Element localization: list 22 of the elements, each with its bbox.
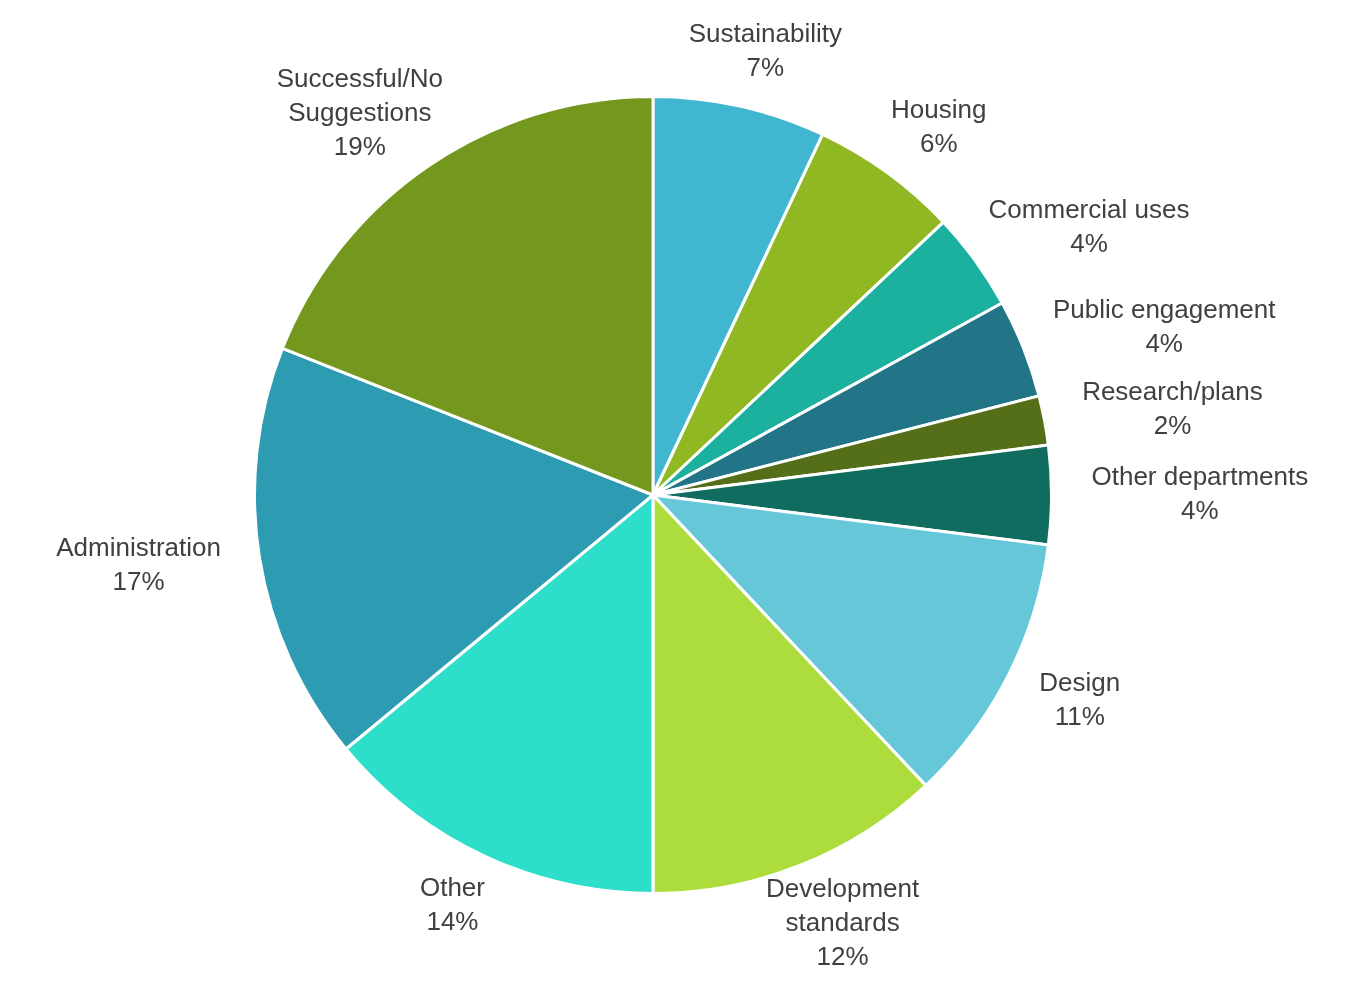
slice-label: Design	[1039, 667, 1121, 698]
slice-label: Successful/No Suggestions	[276, 62, 443, 127]
data-label: 14%	[426, 905, 479, 936]
slice-label: Other	[419, 871, 486, 902]
slice-label: Administration	[56, 532, 221, 563]
data-label: 7%	[746, 52, 785, 83]
data-label: 4%	[1070, 228, 1108, 259]
data-label: 4%	[1145, 328, 1183, 359]
data-label: 19%	[333, 130, 386, 161]
slice-label: Sustainability	[688, 18, 842, 49]
slice-label: Public engagement	[1052, 294, 1277, 325]
data-label: 11%	[1054, 701, 1105, 732]
data-label: 12%	[816, 941, 869, 972]
data-label: 4%	[1181, 495, 1219, 526]
data-label: 17%	[112, 566, 165, 597]
data-label: 2%	[1153, 410, 1192, 441]
slice-label: Other departments	[1091, 461, 1309, 492]
slice-label: Commercial uses	[988, 194, 1190, 225]
data-label: 6%	[919, 128, 958, 159]
slice-label: Development standards	[766, 873, 920, 938]
slice-label: Research/plans	[1082, 376, 1263, 407]
slice-label: Housing	[891, 94, 987, 125]
